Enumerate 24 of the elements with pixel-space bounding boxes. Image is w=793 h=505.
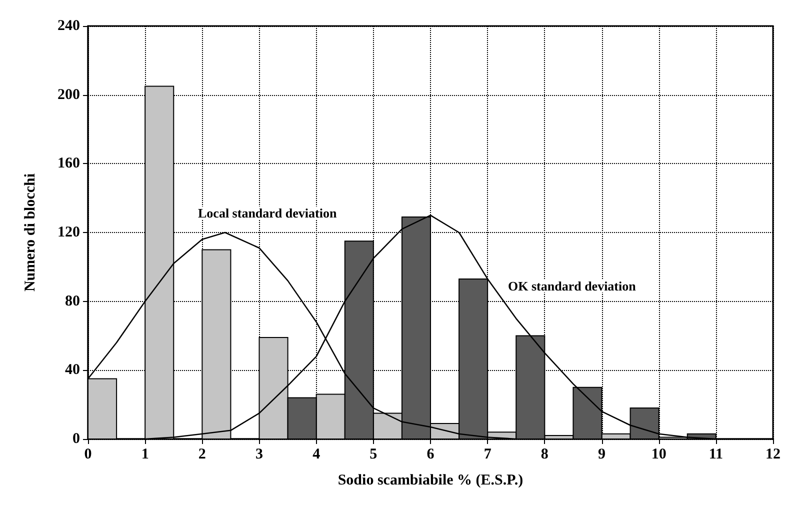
x-tick-label: 5 <box>370 446 378 462</box>
annotation: Local standard deviation <box>198 206 338 220</box>
x-tick-label: 2 <box>198 446 206 462</box>
y-tick-label: 200 <box>58 86 80 103</box>
x-tick-label: 0 <box>84 446 92 462</box>
y-tick-label: 160 <box>58 156 80 172</box>
x-tick-label: 12 <box>766 446 780 462</box>
y-axis-title: Numero di blocchi <box>22 173 38 292</box>
annotation: OK standard deviation <box>508 278 637 294</box>
x-tick-label: 7 <box>484 446 492 462</box>
y-tick-label: 240 <box>58 18 80 34</box>
y-tick-label: 80 <box>65 293 80 310</box>
x-tick-label: 8 <box>540 446 548 462</box>
x-tick-label: 10 <box>651 446 666 462</box>
x-tick-label: 11 <box>708 446 724 462</box>
y-tick-label: 0 <box>72 431 80 447</box>
y-tick-label: 40 <box>65 362 80 378</box>
x-tick-label: 4 <box>312 446 321 462</box>
x-tick-label: 9 <box>598 446 606 462</box>
x-tick-label: 1 <box>141 446 149 462</box>
x-tick-label: 3 <box>256 446 263 462</box>
y-tick-label: 120 <box>58 224 80 240</box>
x-axis-title: Sodio scambiabile % (E.S.P.) <box>338 472 524 488</box>
x-tick-label: 6 <box>426 446 435 462</box>
